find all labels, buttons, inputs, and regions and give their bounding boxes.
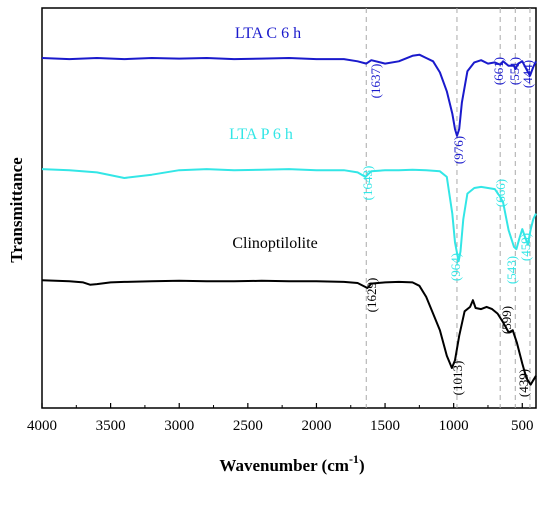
peak-label: (1629) [364,278,379,313]
peak-labels-clino: (1629) (1013) (599) (439) [364,278,531,397]
plot-frame [41,7,537,409]
x-axis-label-main: Wavenumber (cm [219,456,349,475]
series-label-clino: Clinoptilolite [232,235,317,252]
peak-label: (976) [451,136,466,164]
x-tick-label: 3000 [164,418,194,434]
peak-label: (1013) [450,361,465,396]
peak-label: (666) [493,179,508,207]
series-label-lta-p: LTA P 6 h [229,126,293,143]
peak-label: (599) [499,306,514,334]
peak-label: (661) [491,57,506,85]
peak-label: (964) [448,253,463,281]
y-axis-label: Transmittance [7,157,26,263]
x-axis-label-sup: -1 [349,452,359,466]
x-tick-label: 500 [511,418,534,434]
x-tick-label: 2000 [301,418,331,434]
x-axis-label-close: ) [359,456,365,475]
peak-labels-lta-p: (1643) (964) (666) (543) (459) [360,166,533,284]
x-tick-label: 1500 [370,418,400,434]
peak-label: (543) [504,256,519,284]
peak-label: (551) [507,57,522,85]
peak-label: (459) [518,233,533,261]
peak-label: (1643) [360,166,375,201]
series-lines [41,53,537,386]
series-line-lta-p-6-h [41,168,537,263]
x-tick-label: 1000 [439,418,469,434]
series-label-lta-c: LTA C 6 h [235,25,301,42]
series-line-lta-c-6-h [41,53,537,137]
x-tick-label: 4000 [27,418,57,434]
peak-label: (439) [516,369,531,397]
x-axis-label: Wavenumber (cm-1) [219,452,364,475]
x-tick-label: 2500 [233,418,263,434]
x-tick-label: 3500 [96,418,126,434]
peak-label: (1637) [368,64,383,99]
series-line-clinoptilolite [41,279,537,386]
peak-label: (444) [520,60,535,88]
x-axis-ticks: 4000 3500 3000 2500 2000 1500 1000 500 [27,403,534,434]
peak-labels-lta-c: (1637) (976) (661) (551) (444) [368,57,535,164]
